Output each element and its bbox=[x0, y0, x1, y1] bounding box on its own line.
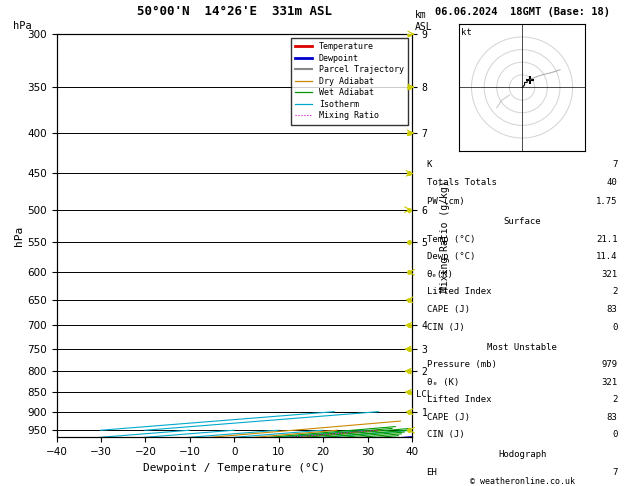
Text: Temp (°C): Temp (°C) bbox=[426, 235, 475, 243]
Text: θₑ(K): θₑ(K) bbox=[426, 270, 454, 279]
Text: © weatheronline.co.uk: © weatheronline.co.uk bbox=[470, 477, 574, 486]
Text: 83: 83 bbox=[607, 305, 618, 314]
Text: θₑ (K): θₑ (K) bbox=[426, 378, 459, 387]
Text: CIN (J): CIN (J) bbox=[426, 323, 464, 331]
Text: 0: 0 bbox=[612, 323, 618, 331]
Text: Lifted Index: Lifted Index bbox=[426, 395, 491, 404]
Text: 321: 321 bbox=[601, 378, 618, 387]
Text: CAPE (J): CAPE (J) bbox=[426, 413, 470, 422]
Text: hPa: hPa bbox=[13, 21, 31, 31]
Text: 979: 979 bbox=[601, 360, 618, 369]
Text: 21.1: 21.1 bbox=[596, 235, 618, 243]
Text: 40: 40 bbox=[607, 178, 618, 188]
Text: 1.75: 1.75 bbox=[596, 197, 618, 206]
Text: 2: 2 bbox=[612, 287, 618, 296]
Text: CAPE (J): CAPE (J) bbox=[426, 305, 470, 314]
Text: Mixing Ratio (g/kg): Mixing Ratio (g/kg) bbox=[440, 180, 450, 292]
Text: kt: kt bbox=[462, 28, 472, 37]
Text: Surface: Surface bbox=[503, 217, 541, 226]
Text: Pressure (mb): Pressure (mb) bbox=[426, 360, 496, 369]
Text: 83: 83 bbox=[607, 413, 618, 422]
Text: CIN (J): CIN (J) bbox=[426, 431, 464, 439]
Text: 50°00'N  14°26'E  331m ASL: 50°00'N 14°26'E 331m ASL bbox=[136, 4, 332, 17]
X-axis label: Dewpoint / Temperature (°C): Dewpoint / Temperature (°C) bbox=[143, 463, 325, 473]
Text: km
ASL: km ASL bbox=[415, 10, 433, 32]
Text: Most Unstable: Most Unstable bbox=[487, 343, 557, 351]
Text: 321: 321 bbox=[601, 270, 618, 279]
Text: EH: EH bbox=[426, 468, 437, 477]
Text: 2: 2 bbox=[612, 395, 618, 404]
Text: 06.06.2024  18GMT (Base: 18): 06.06.2024 18GMT (Base: 18) bbox=[435, 7, 610, 17]
Text: 7: 7 bbox=[612, 160, 618, 169]
Text: Hodograph: Hodograph bbox=[498, 451, 546, 459]
Legend: Temperature, Dewpoint, Parcel Trajectory, Dry Adiabat, Wet Adiabat, Isotherm, Mi: Temperature, Dewpoint, Parcel Trajectory… bbox=[291, 38, 408, 124]
Text: LCL: LCL bbox=[416, 389, 433, 399]
Text: Lifted Index: Lifted Index bbox=[426, 287, 491, 296]
Text: 7: 7 bbox=[612, 468, 618, 477]
Text: 11.4: 11.4 bbox=[596, 252, 618, 261]
Text: Dewp (°C): Dewp (°C) bbox=[426, 252, 475, 261]
Y-axis label: hPa: hPa bbox=[14, 226, 25, 246]
Text: K: K bbox=[426, 160, 432, 169]
Text: Totals Totals: Totals Totals bbox=[426, 178, 496, 188]
Text: 0: 0 bbox=[612, 431, 618, 439]
Text: PW (cm): PW (cm) bbox=[426, 197, 464, 206]
